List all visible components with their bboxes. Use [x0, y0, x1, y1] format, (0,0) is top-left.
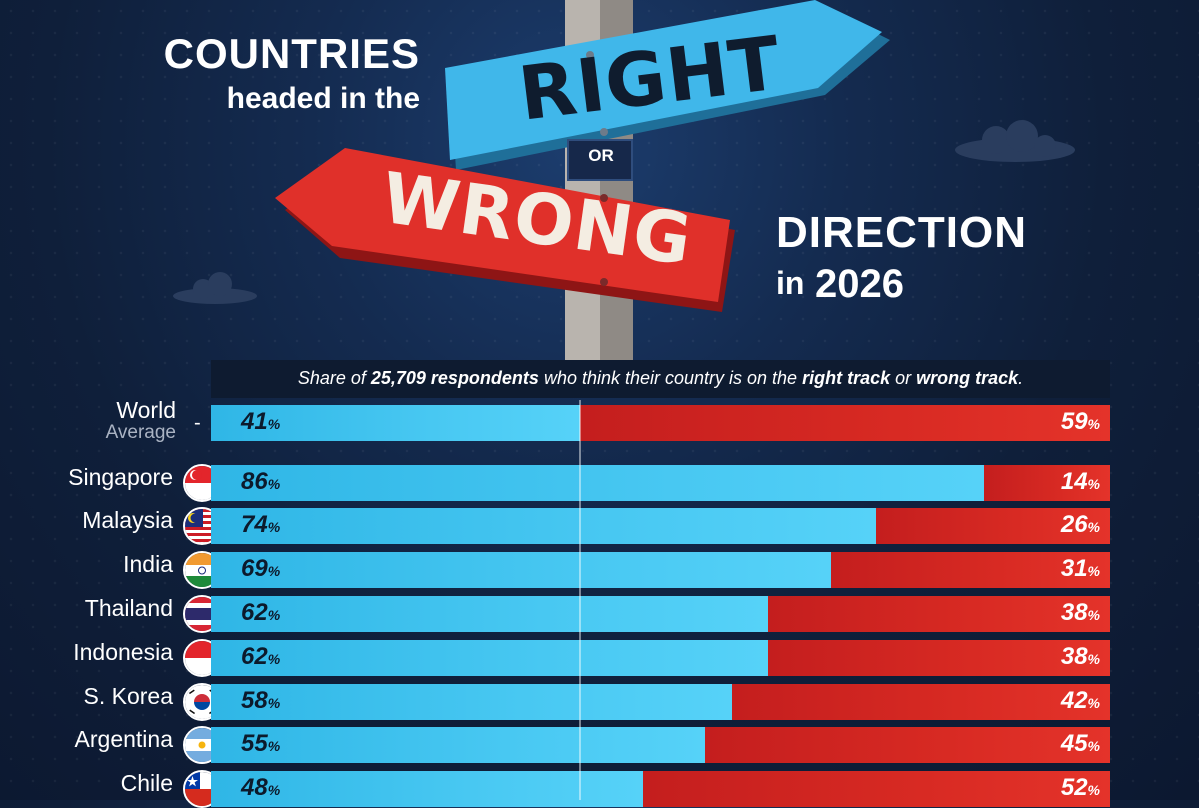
wrong-track-bar	[768, 640, 1110, 676]
world-average-label: World Average	[60, 398, 176, 444]
wrong-track-value-label: 38%	[1060, 599, 1100, 626]
bar-row: 41% 59%	[211, 405, 1110, 441]
title-year: 2026	[815, 262, 904, 306]
title-in: in	[776, 265, 805, 301]
right-track-bar	[211, 405, 580, 441]
subtitle-text: or	[890, 368, 917, 388]
subtitle-text: Share of	[297, 368, 371, 388]
right-track-value-label: 69%	[241, 555, 281, 582]
singapore-flag-icon	[183, 464, 221, 502]
title-or: OR	[588, 146, 614, 165]
indonesia-flag-icon	[183, 639, 221, 677]
country-label: Argentina	[74, 726, 173, 752]
wrong-track-value-label: 52%	[1060, 774, 1100, 801]
wrong-track-bar	[705, 727, 1110, 763]
wrong-track-bar	[732, 684, 1110, 720]
cloud-icon	[173, 272, 257, 304]
bar-row: 55% 45%	[211, 727, 1110, 763]
bar-row: 86% 14%	[211, 465, 1110, 501]
subtitle-text: who think their country is on the	[538, 368, 803, 388]
wrong-track-bar	[831, 552, 1110, 588]
country-label: Chile	[120, 770, 173, 796]
wrong-track-value-label: 31%	[1060, 555, 1100, 582]
subtitle-wrong-track: wrong track	[916, 368, 1019, 388]
country-label: Thailand	[84, 595, 173, 621]
title-headed: headed in the	[226, 82, 420, 115]
title-direction: DIRECTION	[776, 208, 1027, 257]
country-label: Indonesia	[73, 639, 173, 665]
world-dash: -	[194, 412, 201, 434]
right-track-value-label: 62%	[241, 643, 281, 670]
signpost-illustration	[173, 0, 1075, 360]
wrong-track-value-label: 42%	[1060, 687, 1100, 714]
bar-row: 58% 42%	[211, 684, 1110, 720]
bar-row: 62% 38%	[211, 640, 1110, 676]
bar-row: 69% 31%	[211, 552, 1110, 588]
wrong-track-bar	[984, 465, 1110, 501]
subtitle-background	[211, 360, 1110, 398]
bar-row: 48% 52%	[211, 771, 1110, 807]
right-track-value-label: 48%	[241, 774, 281, 801]
right-track-bar	[211, 465, 985, 501]
country-label: India	[123, 551, 173, 577]
right-track-bar	[211, 727, 706, 763]
bar-row: 74% 26%	[211, 508, 1110, 544]
subtitle-text: .	[1018, 368, 1024, 388]
bar-row: 62% 38%	[211, 596, 1110, 632]
wrong-track-value-label: 38%	[1060, 643, 1100, 670]
country-label: Singapore	[68, 464, 173, 490]
country-label: Malaysia	[82, 507, 173, 533]
right-track-value-label: 41%	[241, 408, 281, 435]
wrong-track-value-label: 45%	[1060, 730, 1100, 757]
right-track-bar	[211, 640, 769, 676]
world-average-reference-line	[578, 400, 581, 800]
wrong-track-bar	[768, 596, 1110, 632]
wrong-track-bar	[642, 771, 1110, 807]
right-track-value-label: 86%	[241, 468, 281, 495]
subtitle-respondents: 25,709 respondents	[370, 368, 539, 388]
right-track-value-label: 74%	[241, 511, 281, 538]
wrong-track-value-label: 26%	[1060, 511, 1100, 538]
right-track-value-label: 58%	[241, 687, 281, 714]
cloud-icon	[955, 120, 1075, 162]
chart-subtitle: Share of 25,709 respondents who think th…	[211, 368, 1110, 389]
right-track-bar	[211, 684, 733, 720]
wrong-track-bar	[579, 405, 1110, 441]
wrong-track-value-label: 59%	[1060, 408, 1100, 435]
right-track-bar	[211, 508, 877, 544]
right-track-value-label: 55%	[241, 730, 281, 757]
right-track-bar	[211, 552, 832, 588]
header: COUNTRIES headed in the RIGHT OR WRONG D…	[0, 0, 1199, 360]
subtitle-right-track: right track	[802, 368, 891, 388]
world-label-top: World	[116, 397, 176, 423]
right-track-value-label: 62%	[241, 599, 281, 626]
title-countries: COUNTRIES	[163, 30, 420, 77]
wrong-track-bar	[876, 508, 1110, 544]
wrong-track-value-label: 14%	[1060, 468, 1100, 495]
world-label-bottom: Average	[105, 422, 176, 443]
right-track-bar	[211, 596, 769, 632]
country-label: S. Korea	[83, 683, 174, 709]
